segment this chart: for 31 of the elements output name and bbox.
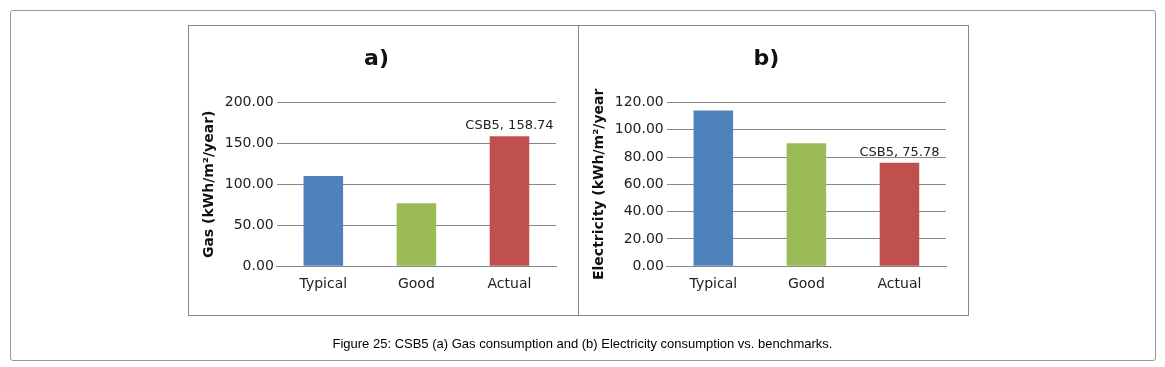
y-tick-label: 100.00 [614,120,664,137]
bar [396,203,437,266]
caption: Figure 25: CSB5 (a) Gas consumption and (b) Electricity consumption vs. benchmarks. [331,336,834,351]
y-tick-label: 200.00 [224,93,274,110]
bar [693,110,734,266]
y-tick-label: 0.00 [632,256,664,273]
data-label: CSB5, 75.78 [859,143,940,159]
y-tick-label: 150.00 [224,133,274,150]
y-tick-label: 60.00 [623,174,664,191]
y-tick-label: 40.00 [623,202,664,219]
y-tick-label: 0.00 [242,256,274,273]
y-tick-label: 80.00 [623,147,664,164]
y-tick-label: 120.00 [614,93,664,110]
x-tick-label: Typical [688,275,738,292]
x-tick-label: Good [397,275,435,292]
x-tick-label: Good [787,275,825,292]
chart-title: a) [364,44,389,70]
y-axis-title: Gas (kWh/m²/year) [200,110,217,259]
x-tick-label: Actual [487,275,532,292]
chart-title: b) [753,44,780,70]
bar [786,143,827,266]
y-tick-label: 20.00 [623,229,664,246]
y-tick-label: 50.00 [233,215,274,232]
data-label: CSB5, 158.74 [465,117,554,133]
bar [879,162,920,266]
bar [303,176,344,266]
y-tick-label: 100.00 [224,174,274,191]
y-axis-title: Electricity (kWh/m²/year [590,88,607,280]
bar [489,136,530,266]
x-tick-label: Typical [298,275,348,292]
x-tick-label: Actual [877,275,922,292]
